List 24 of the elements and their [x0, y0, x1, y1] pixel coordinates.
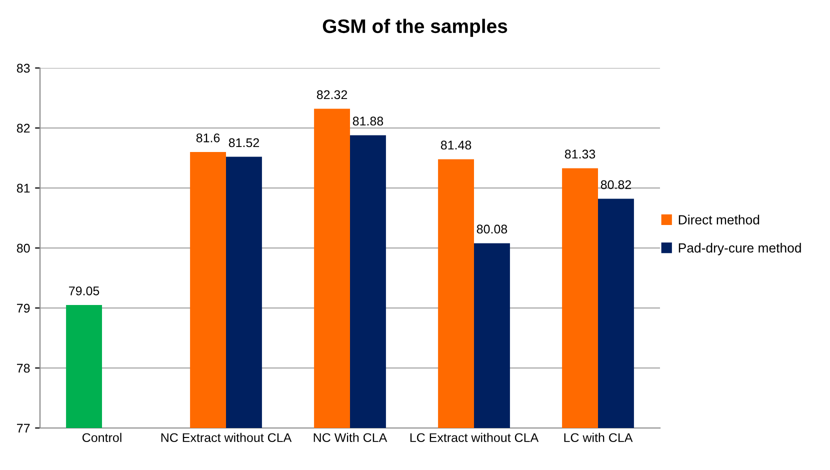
x-tick-label: Control	[82, 432, 122, 442]
y-tick-label: 79	[17, 304, 30, 313]
y-tick-label: 82	[16, 124, 30, 133]
data-label: 81.48	[440, 140, 472, 150]
x-tick-label: LC with CLA	[564, 432, 633, 442]
data-label: 81.33	[564, 150, 596, 159]
y-tick-label: 81	[16, 184, 30, 193]
y-tick-label: 78	[17, 364, 30, 373]
y-tick-label: 80	[16, 244, 30, 253]
y-tick-label: 83	[16, 64, 30, 73]
data-label: 81.6	[196, 133, 220, 142]
y-tick-label: 77	[17, 424, 30, 433]
x-tick-label: NC Extract without CLA	[161, 432, 292, 442]
x-tick-label: NC With CLA	[314, 432, 388, 442]
data-label: 81.52	[228, 138, 259, 148]
chart-title: GSM of the samples	[322, 18, 508, 37]
legend-label: Direct method	[678, 214, 760, 224]
data-label: 82.32	[316, 90, 348, 100]
data-label: 80.08	[476, 224, 508, 234]
data-label: 81.88	[352, 116, 384, 126]
data-label: 79.05	[69, 286, 100, 296]
data-label: 80.82	[600, 180, 631, 190]
legend-label: Pad-dry-cure method	[678, 242, 801, 256]
x-tick-label: LC Extract without CLA	[410, 432, 539, 442]
